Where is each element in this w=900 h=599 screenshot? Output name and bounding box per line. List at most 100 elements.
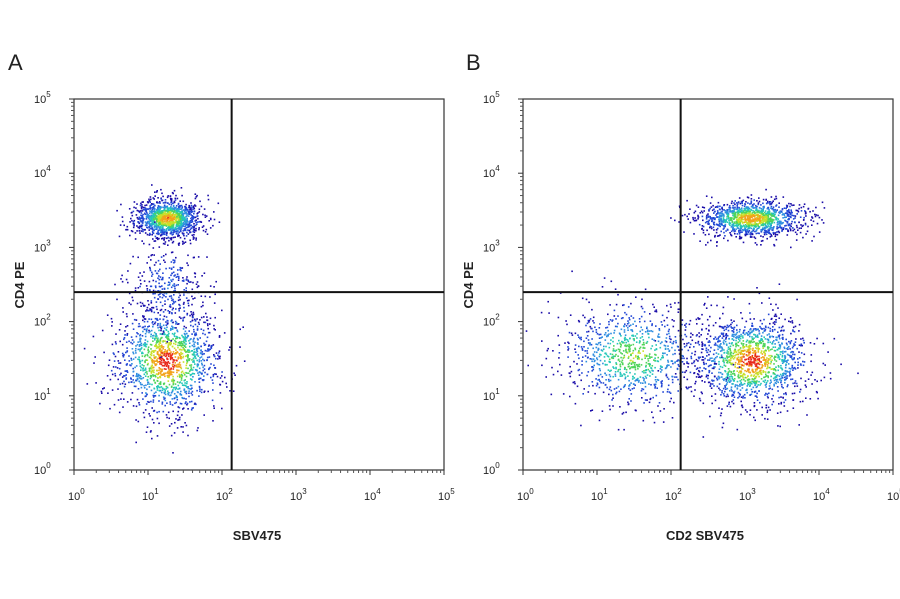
event-dot bbox=[765, 374, 767, 376]
event-dot bbox=[723, 393, 725, 395]
event-dot bbox=[189, 346, 191, 348]
event-dot bbox=[170, 394, 172, 396]
event-dot bbox=[150, 371, 152, 373]
event-dot bbox=[93, 336, 95, 338]
event-dot bbox=[796, 225, 798, 227]
y-tick-label: 103 bbox=[34, 238, 51, 254]
event-dot bbox=[222, 381, 224, 383]
event-dot bbox=[774, 214, 776, 216]
event-dot bbox=[765, 213, 767, 215]
event-dot bbox=[178, 411, 180, 413]
event-dot bbox=[127, 270, 129, 272]
event-dot bbox=[199, 357, 201, 359]
event-dot bbox=[140, 203, 142, 205]
event-dot bbox=[149, 223, 151, 225]
event-dot bbox=[156, 301, 158, 303]
event-dot bbox=[146, 212, 148, 214]
event-dot bbox=[154, 323, 156, 325]
event-dot bbox=[173, 272, 175, 274]
event-dot bbox=[160, 310, 162, 312]
event-dot bbox=[171, 287, 173, 289]
event-dot bbox=[195, 320, 197, 322]
event-dot bbox=[202, 302, 204, 304]
event-dot bbox=[761, 323, 763, 325]
event-dot bbox=[169, 401, 171, 403]
event-dot bbox=[177, 284, 179, 286]
event-dot bbox=[751, 200, 753, 202]
event-dot bbox=[763, 224, 765, 226]
event-dot bbox=[131, 363, 133, 365]
event-dot bbox=[713, 385, 715, 387]
event-dot bbox=[146, 403, 148, 405]
event-dot bbox=[157, 418, 159, 420]
event-dot bbox=[776, 380, 778, 382]
event-dot bbox=[194, 356, 196, 358]
event-dot bbox=[752, 210, 754, 212]
event-dot bbox=[164, 216, 166, 218]
event-dot bbox=[162, 348, 164, 350]
event-dot bbox=[716, 229, 718, 231]
event-dot bbox=[132, 392, 134, 394]
event-dot bbox=[179, 362, 181, 364]
event-dot bbox=[757, 232, 759, 234]
event-dot bbox=[134, 386, 136, 388]
event-dot bbox=[796, 239, 798, 241]
y-axis-title: CD4 PE bbox=[12, 261, 27, 308]
event-dot bbox=[156, 306, 158, 308]
event-dot bbox=[162, 277, 164, 279]
event-dot bbox=[133, 375, 135, 377]
event-dot bbox=[140, 221, 142, 223]
event-dot bbox=[738, 215, 740, 217]
event-dot bbox=[756, 209, 758, 211]
event-dot bbox=[172, 376, 174, 378]
event-dot bbox=[170, 306, 172, 308]
event-dot bbox=[765, 199, 767, 201]
event-dot bbox=[732, 211, 734, 213]
event-dot bbox=[153, 254, 155, 256]
event-dot bbox=[719, 226, 721, 228]
event-dot bbox=[782, 209, 784, 211]
event-dot bbox=[791, 205, 793, 207]
event-dot bbox=[772, 200, 774, 202]
event-dot bbox=[162, 196, 164, 198]
event-dot bbox=[184, 220, 186, 222]
event-dot bbox=[158, 270, 160, 272]
event-dot bbox=[157, 352, 159, 354]
event-dot bbox=[132, 215, 134, 217]
event-dot bbox=[181, 368, 183, 370]
event-dot bbox=[778, 397, 780, 399]
event-dot bbox=[141, 343, 143, 345]
event-dot bbox=[162, 220, 164, 222]
event-dot bbox=[754, 212, 756, 214]
event-dot bbox=[697, 218, 699, 220]
event-dot bbox=[794, 354, 796, 356]
event-dot bbox=[768, 225, 770, 227]
event-dot bbox=[151, 300, 153, 302]
event-dot bbox=[141, 208, 143, 210]
event-dot bbox=[797, 364, 799, 366]
event-dot bbox=[752, 348, 754, 350]
event-dot bbox=[167, 208, 169, 210]
event-dot bbox=[738, 372, 740, 374]
event-dot bbox=[199, 337, 201, 339]
event-dot bbox=[202, 333, 204, 335]
event-dot bbox=[165, 296, 167, 298]
event-dot bbox=[182, 319, 184, 321]
event-dot bbox=[765, 365, 767, 367]
event-dot bbox=[794, 386, 796, 388]
event-dot bbox=[179, 366, 181, 368]
event-dot bbox=[193, 236, 195, 238]
event-dot bbox=[186, 363, 188, 365]
event-dot bbox=[186, 279, 188, 281]
event-dot bbox=[727, 240, 729, 242]
event-dot bbox=[177, 376, 179, 378]
event-dot bbox=[180, 356, 182, 358]
event-dot bbox=[711, 395, 713, 397]
event-dot bbox=[194, 319, 196, 321]
event-dot bbox=[139, 404, 141, 406]
event-dot bbox=[189, 223, 191, 225]
event-dot bbox=[149, 415, 151, 417]
event-dot bbox=[201, 356, 203, 358]
event-dot bbox=[761, 208, 763, 210]
event-dot bbox=[176, 372, 178, 374]
